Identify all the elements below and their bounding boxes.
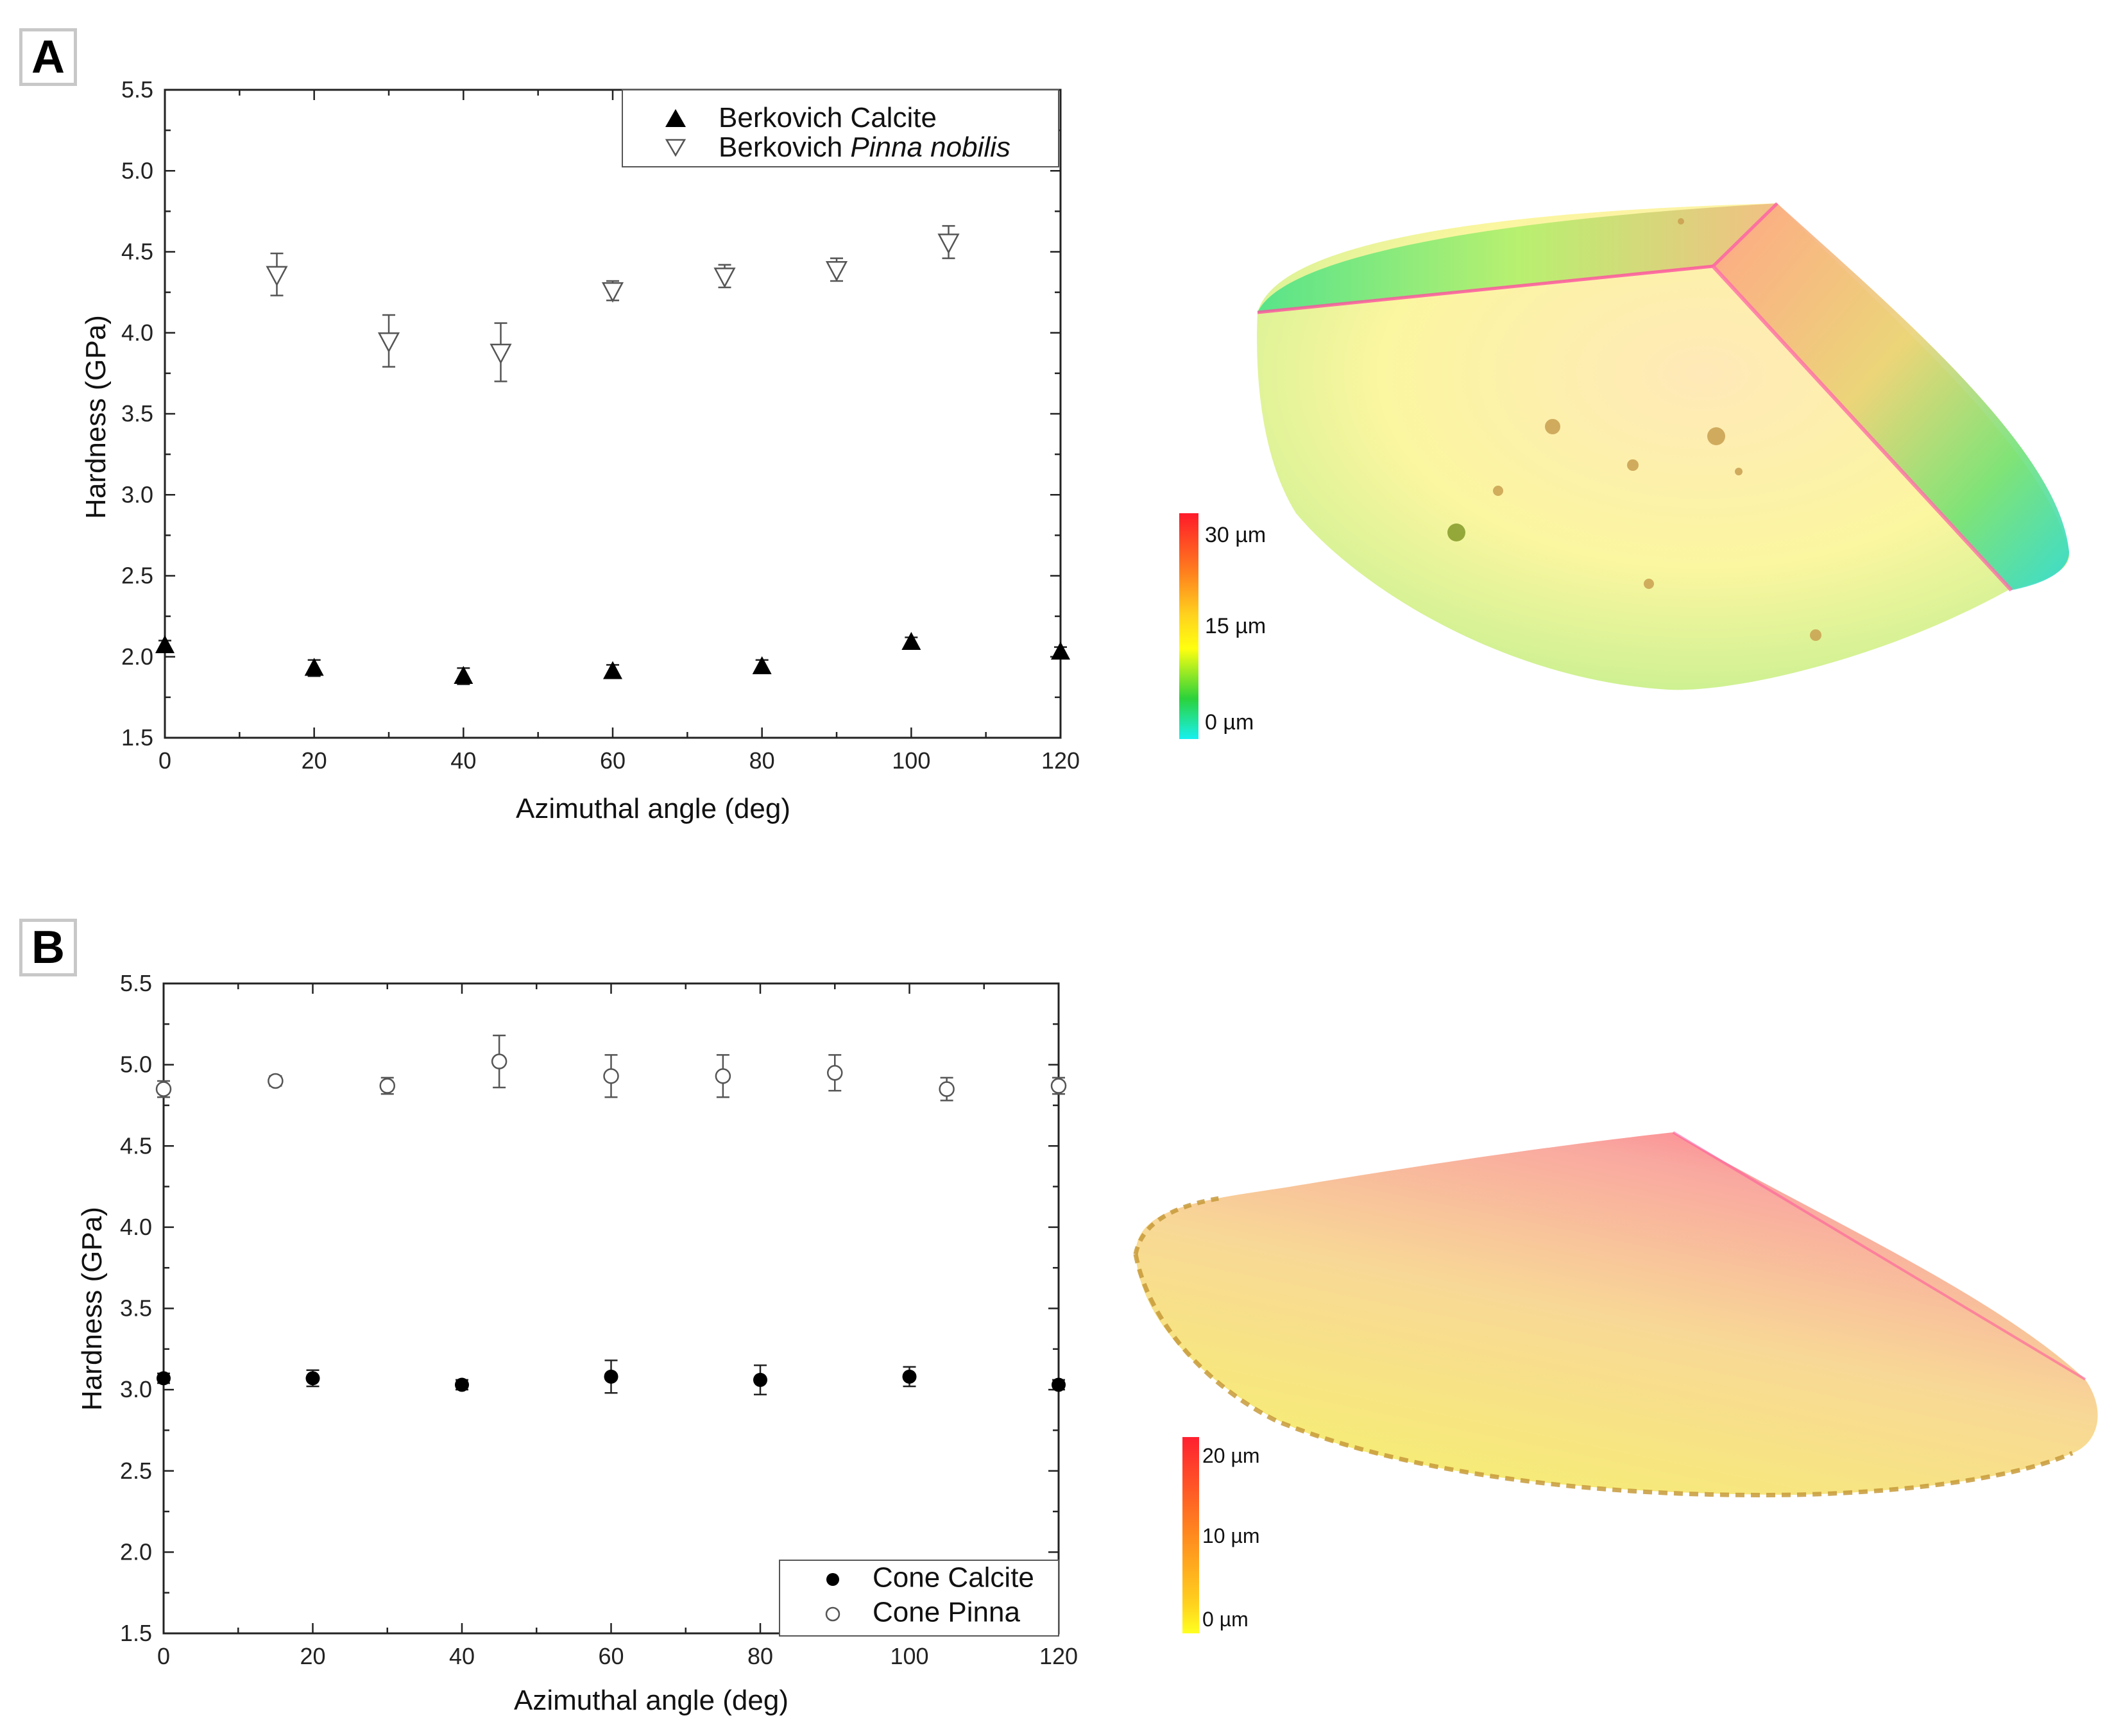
chart-a-legend: Berkovich Calcite Berkovich Pinna nobili… [622,89,1059,167]
data-point [1052,1377,1066,1392]
y-tick-label: 5.0 [120,1051,152,1078]
data-point [753,1372,767,1387]
x-tick-label: 40 [450,747,476,774]
legend-berkovich-pinna-marker [665,139,686,157]
colorbar-b [1182,1437,1199,1633]
x-tick-label: 0 [157,1643,170,1669]
y-tick-label: 5.5 [120,970,152,996]
y-tick-label: 3.0 [121,481,153,507]
y-tick-label: 4.5 [121,239,153,265]
series-cone-calcite [157,1359,1066,1395]
data-point [268,1073,284,1089]
colorbar-b-label-bottom: 0 µm [1202,1608,1249,1631]
panel-label-a: A [19,28,77,86]
x-tick-label: 0 [158,747,171,774]
chart-b-y-axis-label: Hardness (GPa) [76,1207,108,1411]
data-point [601,282,624,303]
y-tick-label: 3.0 [120,1376,152,1402]
y-tick-label: 2.5 [121,563,153,589]
data-point [157,1371,171,1386]
data-point [713,268,736,289]
x-tick-label: 120 [1039,1643,1078,1669]
x-tick-label: 20 [302,747,327,774]
y-tick-label: 1.5 [120,1620,152,1646]
x-tick-label: 20 [300,1643,325,1669]
colorbar-a-label-top: 30 µm [1205,523,1266,547]
data-point [490,343,512,364]
y-tick-label: 4.0 [120,1214,152,1240]
x-tick-label: 40 [449,1643,475,1669]
legend-cone-pinna-marker [825,1606,840,1622]
cone-indent-render [1133,1131,2098,1497]
chart-a-x-axis-label: Azimuthal angle (deg) [516,793,790,824]
y-tick-label: 5.0 [121,157,153,183]
colorbar-a [1179,513,1198,739]
data-point [752,656,772,674]
colorbar-b-label-top: 20 µm [1202,1444,1260,1467]
data-point [266,266,288,287]
y-tick-label: 4.0 [121,319,153,346]
data-point [604,1369,618,1384]
data-point [305,1371,320,1386]
data-point [715,1068,731,1084]
x-tick-label: 60 [598,1643,624,1669]
data-point [827,1065,843,1081]
plot-frame [164,89,1062,739]
data-point [603,1068,619,1084]
data-point [379,1078,395,1094]
legend-berkovich-pinna-label: Berkovich Pinna nobilis [719,132,1010,163]
data-point [825,261,848,282]
legend-cone-pinna-label: Cone Pinna [873,1597,1020,1628]
chart-b-x-axis-label: Azimuthal angle (deg) [514,1685,788,1716]
data-point [377,332,400,353]
colorbar-a-label-mid: 15 µm [1205,614,1266,638]
data-point [902,1369,917,1384]
x-tick-label: 100 [890,1643,928,1669]
data-point [901,632,921,651]
y-tick-label: 1.5 [121,724,153,751]
series-cone-pinna [155,1034,1067,1102]
data-point [155,1081,172,1097]
data-point [603,661,622,679]
pyramid-indent-render [1257,202,2070,690]
x-tick-label: 80 [749,747,775,774]
chart-a: 0 20 40 60 80 100 120 1.5 2.0 2.5 3.0 3.5 4.0 4.5 5.0 5… [121,76,1080,774]
panel-label-b: B [19,919,77,976]
data-point [455,1377,469,1392]
y-tick-label: 2.0 [121,643,153,670]
colorbar-b-label-mid: 10 µm [1202,1524,1260,1547]
y-tick-label: 2.5 [120,1458,152,1484]
data-point [304,658,324,676]
chart-b-legend: Cone Calcite Cone Pinna [779,1560,1059,1637]
x-tick-label: 80 [747,1643,773,1669]
x-tick-label: 100 [892,747,930,774]
data-point [491,1053,507,1069]
data-point [454,666,473,685]
data-point [1051,642,1070,660]
x-tick-label: 120 [1041,747,1080,774]
y-tick-label: 3.5 [121,400,153,427]
legend-cone-calcite-marker [826,1573,839,1586]
colorbar-a-label-bottom: 0 µm [1205,710,1254,735]
x-tick-label: 60 [600,747,626,774]
legend-cone-calcite-label: Cone Calcite [873,1562,1034,1594]
y-tick-label: 4.5 [120,1132,152,1159]
y-tick-label: 5.5 [121,76,153,103]
series-berkovich-pinna-nobilis [266,225,960,382]
data-point [939,1081,955,1097]
data-point [1050,1078,1067,1094]
chart-a-y-axis-label: Hardness (GPa) [80,315,112,519]
data-point [155,635,175,654]
legend-berkovich-calcite-label: Berkovich Calcite [719,102,937,133]
data-point [937,234,960,254]
y-tick-label: 3.5 [120,1295,152,1322]
series-berkovich-calcite [155,632,1070,685]
y-tick-label: 2.0 [120,1538,152,1565]
legend-berkovich-calcite-marker [665,109,686,127]
